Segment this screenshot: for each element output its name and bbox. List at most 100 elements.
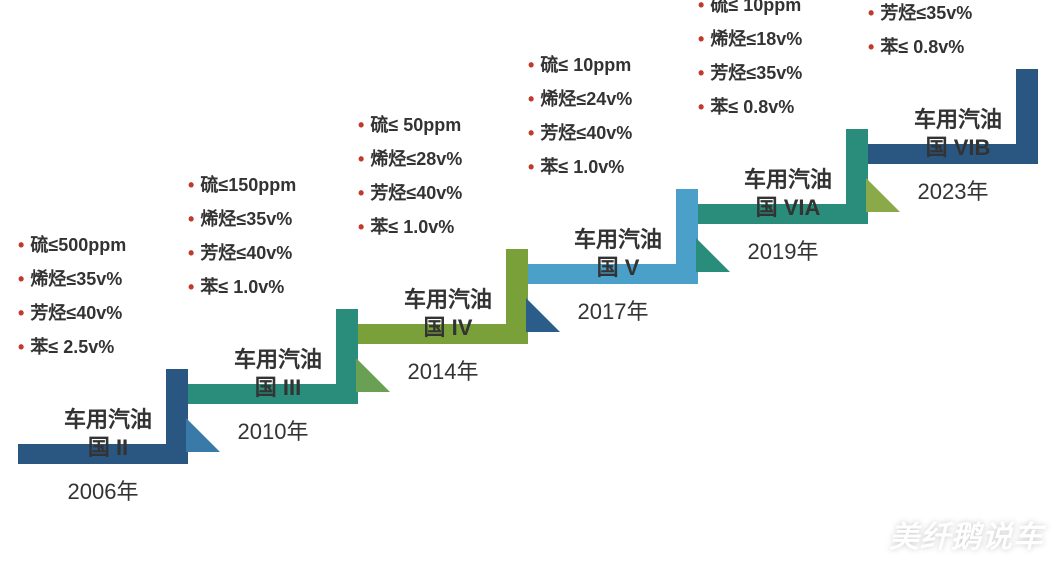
spec-text: 硫≤ 10ppm [540, 55, 631, 75]
step-year: 2023年 [868, 174, 1038, 206]
step-title-line2: 国 III [218, 374, 338, 402]
spec-line: • 芳烃≤40v% [528, 116, 632, 150]
bullet-icon: • [528, 123, 534, 143]
spec-list: • 硫≤ 50ppm • 烯烃≤28v% • 芳烃≤40v% • 苯≤ 1.0v% [358, 108, 462, 244]
spec-text: 硫≤ 10ppm [710, 0, 801, 15]
spec-text: 烯烃≤24v% [540, 89, 632, 109]
spec-line: • 烯烃≤18v% [698, 22, 802, 56]
bullet-icon: • [358, 149, 364, 169]
bullet-icon: • [18, 303, 24, 323]
step-title-line2: 国 VIB [898, 134, 1018, 162]
spec-text: 芳烃≤40v% [200, 243, 292, 263]
spec-line: • 芳烃≤40v% [18, 296, 126, 330]
step-label: 车用汽油国 IV [388, 286, 508, 342]
spec-line: • 硫≤ 10ppm [698, 0, 802, 22]
step-title-line2: 国 V [558, 254, 678, 282]
spec-line: • 硫≤ 50ppm [358, 108, 462, 142]
step-2: •硫≤ 50ppm•烯烃≤28v%•芳烃≤40v%•苯≤ 1.0v%车用汽油国 … [358, 204, 528, 404]
spec-line: • 苯≤ 1.0v% [528, 150, 632, 184]
step-1: •硫≤150ppm•烯烃≤35v%•芳烃≤40v%•苯≤ 1.0v%车用汽油国 … [188, 264, 358, 464]
step-label: 车用汽油国 VIB [898, 106, 1018, 162]
spec-text: 烯烃≤35v% [200, 209, 292, 229]
spec-line: • 芳烃≤35v% [698, 56, 802, 90]
bullet-icon: • [18, 235, 24, 255]
bullet-icon: • [188, 277, 194, 297]
bullet-icon: • [188, 243, 194, 263]
spec-line: • 芳烃≤35v% [868, 0, 972, 30]
spec-text: 芳烃≤35v% [710, 63, 802, 83]
step-label: 车用汽油国 III [218, 346, 338, 402]
spec-line: • 苯≤ 2.5v% [18, 330, 126, 364]
spec-list: • 硫≤ 10ppm • 烯烃≤18v% • 芳烃≤35v% • 苯≤ 0.8v% [698, 0, 802, 124]
bullet-icon: • [868, 37, 874, 57]
bullet-icon: • [698, 97, 704, 117]
step-label: 车用汽油国 V [558, 226, 678, 282]
step-title-line1: 车用汽油 [558, 226, 678, 254]
spec-text: 烯烃≤28v% [370, 149, 462, 169]
bullet-icon: • [358, 115, 364, 135]
spec-text: 苯≤ 1.0v% [540, 157, 624, 177]
step-chart: •硫≤500ppm•烯烃≤35v%•芳烃≤40v%•苯≤ 2.5v%车用汽油国 … [0, 0, 1056, 564]
step-title-line1: 车用汽油 [728, 166, 848, 194]
bullet-icon: • [188, 175, 194, 195]
step-5: •硫≤ 10ppm•烯烃≤15v%•芳烃≤35v%•苯≤ 0.8v%车用汽油国 … [868, 24, 1038, 224]
spec-text: 烯烃≤18v% [710, 29, 802, 49]
spec-text: 硫≤500ppm [30, 235, 126, 255]
spec-text: 硫≤ 50ppm [370, 115, 461, 135]
step-title-line1: 车用汽油 [48, 406, 168, 434]
spec-line: • 硫≤ 10ppm [528, 48, 632, 82]
bullet-icon: • [18, 337, 24, 357]
step-3: •硫≤ 10ppm•烯烃≤24v%•芳烃≤40v%•苯≤ 1.0v%车用汽油国 … [528, 144, 698, 344]
bullet-icon: • [358, 183, 364, 203]
spec-text: 苯≤ 1.0v% [370, 217, 454, 237]
spec-line: • 苯≤ 0.8v% [698, 90, 802, 124]
spec-line: •烯烃≤35v% [188, 202, 296, 236]
spec-text: 苯≤ 0.8v% [880, 37, 964, 57]
spec-line: • 芳烃≤40v% [358, 176, 462, 210]
spec-line: • 硫≤500ppm [18, 228, 126, 262]
bullet-icon: • [358, 217, 364, 237]
bullet-icon: • [698, 63, 704, 83]
spec-text: 苯≤ 0.8v% [710, 97, 794, 117]
step-label: 车用汽油国 VIA [728, 166, 848, 222]
bullet-icon: • [18, 269, 24, 289]
spec-line: • 烯烃≤35v% [18, 262, 126, 296]
step-title-line2: 国 II [48, 434, 168, 462]
spec-list: •硫≤ 10ppm•烯烃≤15v%•芳烃≤35v%•苯≤ 0.8v% [868, 0, 972, 64]
step-4: •硫≤ 10ppm•烯烃≤18v%•芳烃≤35v%•苯≤ 0.8v%车用汽油国 … [698, 84, 868, 284]
spec-line: • 苯≤ 1.0v% [358, 210, 462, 244]
step-year: 2019年 [698, 234, 868, 266]
step-year: 2010年 [188, 414, 358, 446]
step-title-line1: 车用汽油 [388, 286, 508, 314]
step-title-line2: 国 VIA [728, 194, 848, 222]
spec-line: • 苯≤ 0.8v% [868, 30, 972, 64]
spec-list: • 硫≤ 10ppm • 烯烃≤24v% • 芳烃≤40v% • 苯≤ 1.0v% [528, 48, 632, 184]
step-label: 车用汽油国 II [48, 406, 168, 462]
step-title-line1: 车用汽油 [898, 106, 1018, 134]
spec-list: • 硫≤500ppm • 烯烃≤35v% • 芳烃≤40v% • 苯≤ 2.5v% [18, 228, 126, 364]
spec-text: 芳烃≤35v% [880, 3, 972, 23]
step-0: •硫≤500ppm•烯烃≤35v%•芳烃≤40v%•苯≤ 2.5v%车用汽油国 … [18, 324, 188, 524]
step-year: 2014年 [358, 354, 528, 386]
bullet-icon: • [868, 3, 874, 23]
step-year: 2006年 [18, 474, 188, 506]
spec-text: 芳烃≤40v% [370, 183, 462, 203]
spec-line: • 芳烃≤40v% [188, 236, 296, 270]
spec-text: 苯≤ 2.5v% [30, 337, 114, 357]
spec-text: 芳烃≤40v% [540, 123, 632, 143]
spec-text: 芳烃≤40v% [30, 303, 122, 323]
step-title-line2: 国 IV [388, 314, 508, 342]
step-title-line1: 车用汽油 [218, 346, 338, 374]
bullet-icon: • [528, 89, 534, 109]
spec-text: 硫≤150ppm [200, 175, 296, 195]
bullet-icon: • [528, 157, 534, 177]
spec-text: 苯≤ 1.0v% [200, 277, 284, 297]
spec-line: • 苯≤ 1.0v% [188, 270, 296, 304]
spec-line: • 烯烃≤24v% [528, 82, 632, 116]
bullet-icon: • [698, 0, 704, 15]
spec-list: • 硫≤150ppm •烯烃≤35v% • 芳烃≤40v% • 苯≤ 1.0v% [188, 168, 296, 304]
spec-text: 烯烃≤35v% [30, 269, 122, 289]
bullet-icon: • [698, 29, 704, 49]
spec-line: • 硫≤150ppm [188, 168, 296, 202]
bullet-icon: • [528, 55, 534, 75]
